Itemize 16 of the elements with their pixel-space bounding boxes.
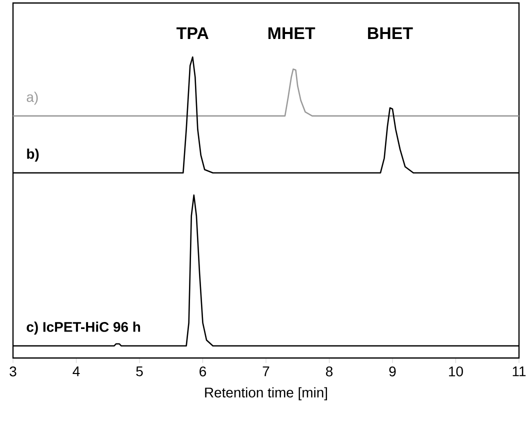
x-axis-title: Retention time [min] [205,387,327,400]
series-label: a) [26,92,38,105]
x-tick-label: 9 [389,366,396,376]
x-tick-label: 3 [10,366,16,376]
x-tick-label: 4 [72,366,80,376]
x-tick-label: 11 [512,366,526,376]
series-label: c) IcPET-HiC 96 h [26,322,140,335]
x-tick-label: 5 [136,366,143,376]
x-tick-label: 8 [326,366,333,376]
x-tick-label: 7 [262,366,270,376]
x-tick-label: 6 [200,366,206,376]
series-label: b) [27,148,39,162]
text: MHET [268,27,316,39]
text: TPA [176,27,208,39]
text: BHET [368,27,413,39]
x-tick-label: 10 [449,366,463,376]
